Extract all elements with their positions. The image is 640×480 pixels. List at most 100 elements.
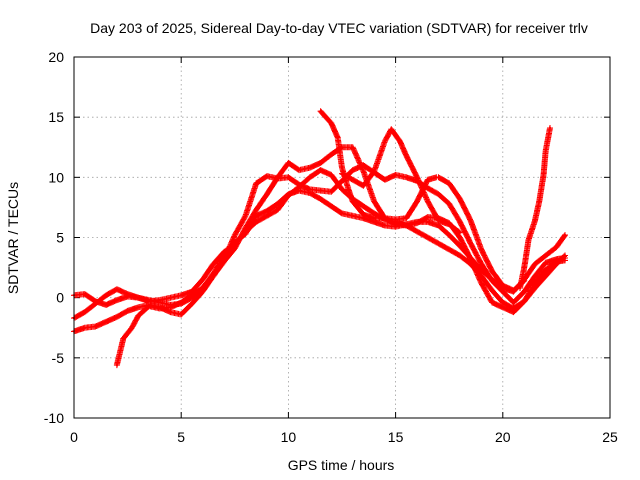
data-point xyxy=(373,200,376,203)
data-point xyxy=(201,286,204,290)
data-point xyxy=(415,230,419,233)
data-point xyxy=(319,168,322,172)
data-point xyxy=(533,274,537,278)
data-point xyxy=(448,223,451,226)
data-point xyxy=(94,302,97,305)
data-point xyxy=(448,233,451,237)
series-sat-f xyxy=(339,126,463,236)
data-point xyxy=(448,202,451,205)
data-point xyxy=(83,310,86,314)
data-point xyxy=(233,233,236,237)
x-tick-label: 0 xyxy=(70,429,78,445)
data-point xyxy=(319,161,322,165)
data-point xyxy=(362,205,365,208)
data-point xyxy=(405,176,408,179)
data-point xyxy=(544,274,547,278)
data-point xyxy=(501,284,504,287)
data-point xyxy=(351,200,354,203)
data-point xyxy=(437,219,440,222)
series-sat-d xyxy=(113,162,568,369)
data-point xyxy=(222,258,226,261)
data-point xyxy=(308,191,311,195)
data-point xyxy=(501,306,504,309)
data-point xyxy=(555,258,558,261)
data-point xyxy=(308,176,311,179)
y-tick-label: -10 xyxy=(44,410,64,426)
data-point xyxy=(351,168,354,172)
data-point xyxy=(523,290,526,293)
data-point xyxy=(336,136,339,139)
data-point xyxy=(212,262,215,266)
data-point xyxy=(544,149,547,153)
data-point xyxy=(501,301,504,304)
data-point xyxy=(362,213,365,216)
data-point xyxy=(390,128,393,131)
data-point xyxy=(158,307,161,310)
data-point xyxy=(180,301,183,304)
data-point xyxy=(426,236,429,239)
data-point xyxy=(115,363,119,367)
data-point xyxy=(362,164,365,167)
data-point xyxy=(426,200,429,203)
data-point xyxy=(394,223,397,226)
x-tick-label: 15 xyxy=(388,429,404,445)
data-point xyxy=(180,294,183,297)
data-point xyxy=(126,292,129,296)
data-point xyxy=(137,314,140,317)
data-point xyxy=(287,161,290,165)
data-point xyxy=(533,262,537,266)
data-point xyxy=(458,220,462,224)
data-point xyxy=(244,226,247,230)
data-point xyxy=(437,224,440,227)
data-point xyxy=(255,182,258,185)
data-point xyxy=(533,219,537,222)
data-point xyxy=(297,183,301,186)
x-axis-label: GPS time / hours xyxy=(288,457,395,473)
data-point xyxy=(94,325,97,328)
data-point xyxy=(330,190,333,193)
y-tick-label: 10 xyxy=(48,169,64,185)
data-point xyxy=(330,205,333,208)
series-markers xyxy=(113,162,568,369)
data-point xyxy=(490,289,494,292)
data-point xyxy=(469,219,472,222)
data-point xyxy=(137,296,140,299)
y-tick-label: 20 xyxy=(48,49,64,65)
data-point xyxy=(169,310,172,314)
data-point xyxy=(276,177,279,180)
data-point xyxy=(190,302,194,305)
data-point xyxy=(458,254,462,257)
data-point xyxy=(458,231,462,234)
data-point xyxy=(115,315,119,319)
data-point xyxy=(527,238,530,242)
series-sat-h xyxy=(517,125,553,291)
data-point xyxy=(330,122,333,125)
data-point xyxy=(563,233,567,237)
data-point xyxy=(351,178,354,181)
data-point xyxy=(501,290,504,293)
data-point xyxy=(415,176,419,179)
data-point xyxy=(548,126,552,130)
data-point xyxy=(362,184,365,187)
data-point xyxy=(480,262,483,266)
data-point xyxy=(544,268,547,272)
data-point xyxy=(180,313,183,316)
data-point xyxy=(426,215,429,219)
data-point xyxy=(538,200,541,203)
data-point xyxy=(137,306,140,309)
data-point xyxy=(83,292,86,296)
data-point xyxy=(383,178,387,181)
data-point xyxy=(147,304,151,308)
data-point xyxy=(347,188,350,191)
data-point xyxy=(415,200,419,203)
data-point xyxy=(265,193,269,196)
data-point xyxy=(351,214,354,217)
data-point xyxy=(265,209,269,213)
data-point xyxy=(244,214,247,217)
data-point xyxy=(105,303,108,307)
data-point xyxy=(373,217,376,220)
data-point xyxy=(426,178,429,181)
data-point xyxy=(340,179,344,183)
data-point xyxy=(276,202,279,205)
data-point xyxy=(276,208,279,211)
